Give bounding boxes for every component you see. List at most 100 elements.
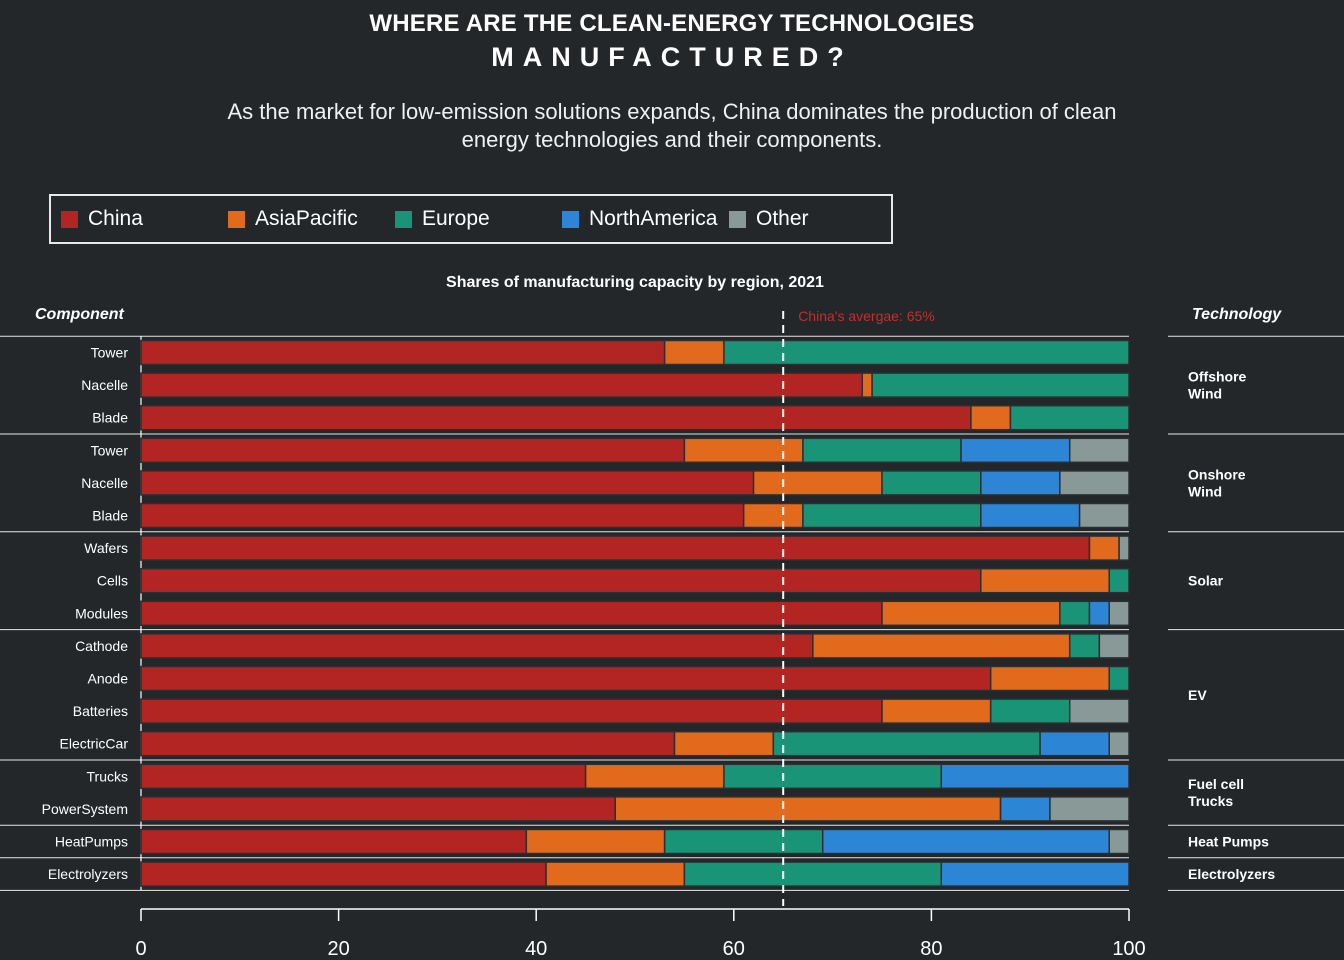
bar-segment-europe [881, 470, 982, 496]
legend-label: China [88, 207, 143, 230]
legend-label: Europe [422, 207, 490, 230]
bar-segment-europe [683, 861, 943, 887]
bar-segment-other [1049, 796, 1130, 822]
bar-segment-asiapacific [752, 470, 883, 496]
bar-segment-other [1078, 502, 1130, 529]
bar-segment-china [140, 404, 972, 431]
chart-title-line2: MANUFACTURED? [491, 42, 853, 72]
bar-segment-europe [802, 437, 962, 464]
x-tick-label: 100 [1112, 938, 1145, 960]
bar-segment-china [140, 372, 863, 398]
bar-segment-europe [871, 372, 1130, 398]
x-tick-label: 40 [525, 938, 547, 960]
bar-segment-china [140, 828, 528, 855]
legend-label: AsiaPacific [255, 207, 358, 230]
bar-segment-other [1108, 600, 1130, 627]
x-tick-label: 60 [723, 938, 745, 960]
bar-segment-europe [1108, 567, 1130, 594]
component-label: Batteries [73, 703, 128, 719]
bar-segment-asiapacific [545, 861, 686, 887]
technology-label: Wind [1188, 483, 1222, 499]
component-label: Modules [75, 605, 128, 621]
bar-segment-asiapacific [584, 763, 725, 790]
technology-label: EV [1188, 687, 1207, 703]
component-label: Blade [92, 508, 128, 524]
bar-segment-asiapacific [683, 437, 804, 464]
legend-swatch-asiapacific [228, 210, 245, 228]
bar-segment-asiapacific [812, 633, 1071, 659]
bar-segment-china [140, 763, 587, 790]
bar-segment-other [1118, 535, 1130, 561]
technology-header: Technology [1192, 306, 1282, 323]
technology-label: Offshore [1188, 369, 1247, 385]
bar-segment-china [140, 535, 1091, 561]
component-label: Nacelle [81, 377, 128, 393]
technology-label: Onshore [1188, 466, 1246, 482]
bar-segment-china [140, 600, 883, 627]
bar-segment-china [140, 567, 982, 594]
component-label: Tower [91, 345, 129, 361]
plot-title: Shares of manufacturing capacity by regi… [446, 274, 824, 291]
bar-segment-asiapacific [742, 502, 804, 529]
bar-segment-asiapacific [970, 404, 1012, 431]
technology-label: Electrolyzers [1188, 866, 1275, 882]
bar-segment-europe [663, 828, 824, 855]
technology-label: Heat Pumps [1188, 834, 1269, 850]
component-header: Component [35, 306, 124, 323]
bar-segment-europe [1068, 633, 1101, 659]
bar-segment-northamerica [821, 828, 1110, 855]
bar-segment-asiapacific [861, 372, 873, 398]
bar-segment-china [140, 796, 616, 822]
component-label: Nacelle [81, 475, 128, 491]
bar-segment-china [140, 470, 755, 496]
bar-segment-other [1108, 828, 1130, 855]
bar-segment-europe [989, 698, 1071, 724]
bar-segment-other [1059, 470, 1130, 496]
bar-segment-asiapacific [525, 828, 666, 855]
bar-segment-northamerica [1088, 600, 1110, 627]
bar-segment-northamerica [960, 437, 1071, 464]
legend-label: Other [756, 207, 809, 230]
component-label: Trucks [87, 768, 128, 784]
component-label: Electrolyzers [48, 866, 128, 882]
china-average-label: China's avergae: 65% [798, 308, 935, 324]
bar-segment-northamerica [980, 470, 1061, 496]
legend-label: NorthAmerica [589, 207, 718, 230]
bar-segment-china [140, 730, 676, 757]
component-label: Cells [97, 573, 128, 589]
x-tick-label: 20 [327, 938, 349, 960]
bar-segment-china [140, 665, 992, 692]
x-tick-label: 0 [135, 938, 146, 960]
component-label: ElectricCar [60, 736, 129, 752]
legend-swatch-other [729, 210, 746, 228]
bar-segment-china [140, 339, 666, 366]
bar-segment-northamerica [1039, 730, 1110, 757]
bar-segment-europe [723, 339, 1130, 366]
bar-segment-europe [802, 502, 982, 529]
bar-segment-asiapacific [989, 665, 1110, 692]
bar-segment-northamerica [940, 763, 1130, 790]
chart-subtitle: As the market for low-emission solutions… [227, 99, 1117, 152]
bar-segment-northamerica [999, 796, 1051, 822]
legend-item-asiapacific: AsiaPacific [228, 196, 358, 242]
bar-segment-asiapacific [663, 339, 725, 366]
legend-swatch-europe [395, 210, 412, 228]
legend-swatch-china [61, 210, 78, 228]
bar-segment-china [140, 633, 814, 659]
component-label: Tower [91, 442, 129, 458]
bar-segment-china [140, 861, 547, 887]
chart-title-line1: WHERE ARE THE CLEAN-ENERGY TECHNOLOGIES [369, 10, 975, 37]
bar-segment-europe [1059, 600, 1091, 627]
bar-segment-northamerica [980, 502, 1081, 529]
bar-segment-europe [723, 763, 943, 790]
legend-item-china: China [61, 196, 143, 242]
component-label: Anode [88, 671, 129, 687]
bar-segment-china [140, 437, 686, 464]
technology-label: Wind [1188, 386, 1222, 402]
legend: China AsiaPacific Europe NorthAmerica Ot… [49, 194, 893, 244]
technology-label: Solar [1188, 573, 1224, 589]
bar-segment-other [1098, 633, 1130, 659]
legend-item-northamerica: NorthAmerica [562, 196, 717, 242]
component-label: Cathode [75, 638, 128, 654]
